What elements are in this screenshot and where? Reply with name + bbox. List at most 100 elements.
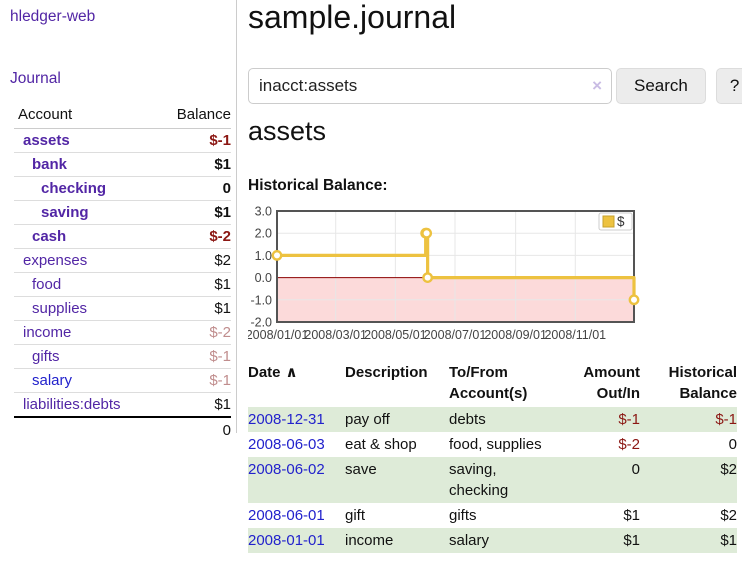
account-row: expenses $2 <box>14 248 231 273</box>
register-cell-amount: $1 <box>623 532 640 549</box>
account-link-gifts[interactable]: gifts <box>32 348 60 365</box>
register-header-description: Description <box>345 364 428 381</box>
sidebar-item-journal[interactable]: Journal <box>10 70 61 87</box>
register-cell-date: 2008-12-31 <box>248 407 345 432</box>
chart-svg: 3.0 2.0 1.0 0.0 -1.0 -2.02008/01/012008/03/01… <box>246 205 640 342</box>
historical-balance-chart: 3.0 2.0 1.0 0.0 -1.0 -2.0 2008/01/01 2008/03/01… <box>246 202 678 351</box>
register-cell-balance: $-1 <box>715 411 737 428</box>
register-cell-description: gift <box>345 507 366 524</box>
search-input-wrap: × <box>248 68 612 104</box>
account-balance: $-1 <box>157 344 231 369</box>
register-cell-description: pay off <box>345 411 390 428</box>
register-cell-accounts: food, supplies <box>449 436 542 453</box>
register-header-date[interactable]: Date ∧ <box>248 364 298 381</box>
brand-link[interactable]: hledger-web <box>10 8 96 25</box>
svg-text:2008/01/01: 2008/01/01 <box>248 328 308 342</box>
account-balance: $-2 <box>157 224 231 249</box>
transaction-date-link[interactable]: 2008-06-02 <box>248 461 325 478</box>
account-balance: $-1 <box>209 132 231 149</box>
account-link-salary[interactable]: salary <box>32 372 73 389</box>
svg-text:-2.0: -2.0 <box>250 316 272 330</box>
register-cell-date: 2008-06-03 <box>248 432 345 457</box>
account-row: liabilities:debts $1 <box>14 392 231 417</box>
register-cell-amount: $-1 <box>618 411 640 428</box>
account-link-assets[interactable]: assets <box>23 132 70 149</box>
search-button[interactable]: Search <box>616 68 706 104</box>
account-link-income[interactable]: income <box>23 324 72 341</box>
sort-ascending-icon: ∧ <box>285 364 298 381</box>
register-cell-date: 2008-06-01 <box>248 503 345 528</box>
sidebar: hledger-web Journal Account Balance asse… <box>0 0 237 443</box>
register-row: 2008-06-02 save saving, checking 0 $2 <box>248 457 737 503</box>
search-input[interactable] <box>248 68 612 104</box>
register-cell-description: income <box>345 532 394 549</box>
register-cell-balance: $2 <box>720 461 737 478</box>
register-cell-description: save <box>345 461 377 478</box>
svg-text:$: $ <box>617 214 625 229</box>
register-cell-amount: $-2 <box>618 436 640 453</box>
svg-text:2008/05/01: 2008/05/01 <box>364 328 427 342</box>
svg-text:3.0: 3.0 <box>255 205 272 219</box>
svg-text:2008/03/01: 2008/03/01 <box>304 328 367 342</box>
register-cell-accounts: salary <box>449 532 490 549</box>
account-link-saving[interactable]: saving <box>41 204 89 221</box>
account-balance: 0 <box>157 176 231 201</box>
transaction-date-link[interactable]: 2008-06-01 <box>248 507 325 524</box>
register-cell-accounts: gifts <box>449 507 477 524</box>
register-row: 2008-06-03 eat & shop food, supplies $-2 0 <box>248 432 737 457</box>
register-table: Date ∧ Description To/From Account(s) Amount O… <box>248 362 737 553</box>
account-row: salary $-1 <box>14 368 231 393</box>
svg-text:2008/07/01: 2008/07/01 <box>424 328 487 342</box>
account-row: gifts $-1 <box>14 344 231 369</box>
account-balance: $1 <box>157 152 231 177</box>
svg-text:1.0: 1.0 <box>255 249 272 263</box>
account-balance: $-1 <box>157 368 231 393</box>
account-row: saving $1 <box>14 200 231 225</box>
account-link-expenses[interactable]: expenses <box>23 252 88 269</box>
account-heading: assets <box>248 116 327 146</box>
transaction-date-link[interactable]: 2008-01-01 <box>248 532 325 549</box>
clear-search-icon[interactable]: × <box>592 76 602 95</box>
account-balance: $-2 <box>157 320 231 345</box>
register-cell-date: 2008-01-01 <box>248 528 345 553</box>
transaction-date-link[interactable]: 2008-12-31 <box>248 411 325 428</box>
register-cell-amount: 0 <box>631 461 640 478</box>
account-link-bank[interactable]: bank <box>32 156 68 173</box>
account-row: bank $1 <box>14 152 231 177</box>
register-row: 2008-01-01 income salary $1 $1 <box>248 528 737 553</box>
search-form: × Search ? <box>248 68 742 104</box>
register-row: 2008-06-01 gift gifts $1 $2 <box>248 503 737 528</box>
transaction-date-link[interactable]: 2008-06-03 <box>248 436 325 453</box>
account-row: food $1 <box>14 272 231 297</box>
account-link-cash[interactable]: cash <box>32 228 67 245</box>
register-cell-amount: $1 <box>623 507 640 524</box>
accounts-header-row: Account Balance <box>14 104 231 129</box>
svg-text:2008/09/01: 2008/09/01 <box>484 328 547 342</box>
account-row: assets $-1 <box>14 129 231 153</box>
account-row: checking 0 <box>14 176 231 201</box>
svg-text:2.0: 2.0 <box>255 227 272 241</box>
register-row: 2008-12-31 pay off debts $-1 $-1 <box>248 407 737 432</box>
svg-text:-1.0: -1.0 <box>250 293 272 307</box>
svg-text:0.0: 0.0 <box>255 271 272 285</box>
account-link-checking[interactable]: checking <box>41 180 107 197</box>
main-content: sample.journal × Search ? assets Histori… <box>246 0 742 582</box>
register-header-balance: Historical Balance <box>668 364 737 402</box>
account-balance: $1 <box>157 200 231 225</box>
help-button[interactable]: ? <box>715 68 742 104</box>
register-header-amount: Amount Out/In <box>583 364 640 402</box>
account-row: cash $-2 <box>14 224 231 249</box>
chart-label: Historical Balance: <box>248 177 388 194</box>
account-link-food[interactable]: food <box>32 276 62 293</box>
register-cell-description: eat & shop <box>345 436 417 453</box>
accounts-total-spacer <box>14 416 158 443</box>
accounts-table: Account Balance assets $-1 bank $1 checking 0… <box>14 104 231 443</box>
account-link-liabilities-debts[interactable]: liabilities:debts <box>23 396 121 413</box>
account-link-supplies[interactable]: supplies <box>32 300 88 317</box>
register-cell-balance: $1 <box>720 532 737 549</box>
accounts-header-balance: Balance <box>157 104 231 129</box>
register-header-accounts: To/From Account(s) <box>449 364 528 402</box>
account-row: income $-2 <box>14 320 231 345</box>
account-balance: $1 <box>157 272 231 297</box>
